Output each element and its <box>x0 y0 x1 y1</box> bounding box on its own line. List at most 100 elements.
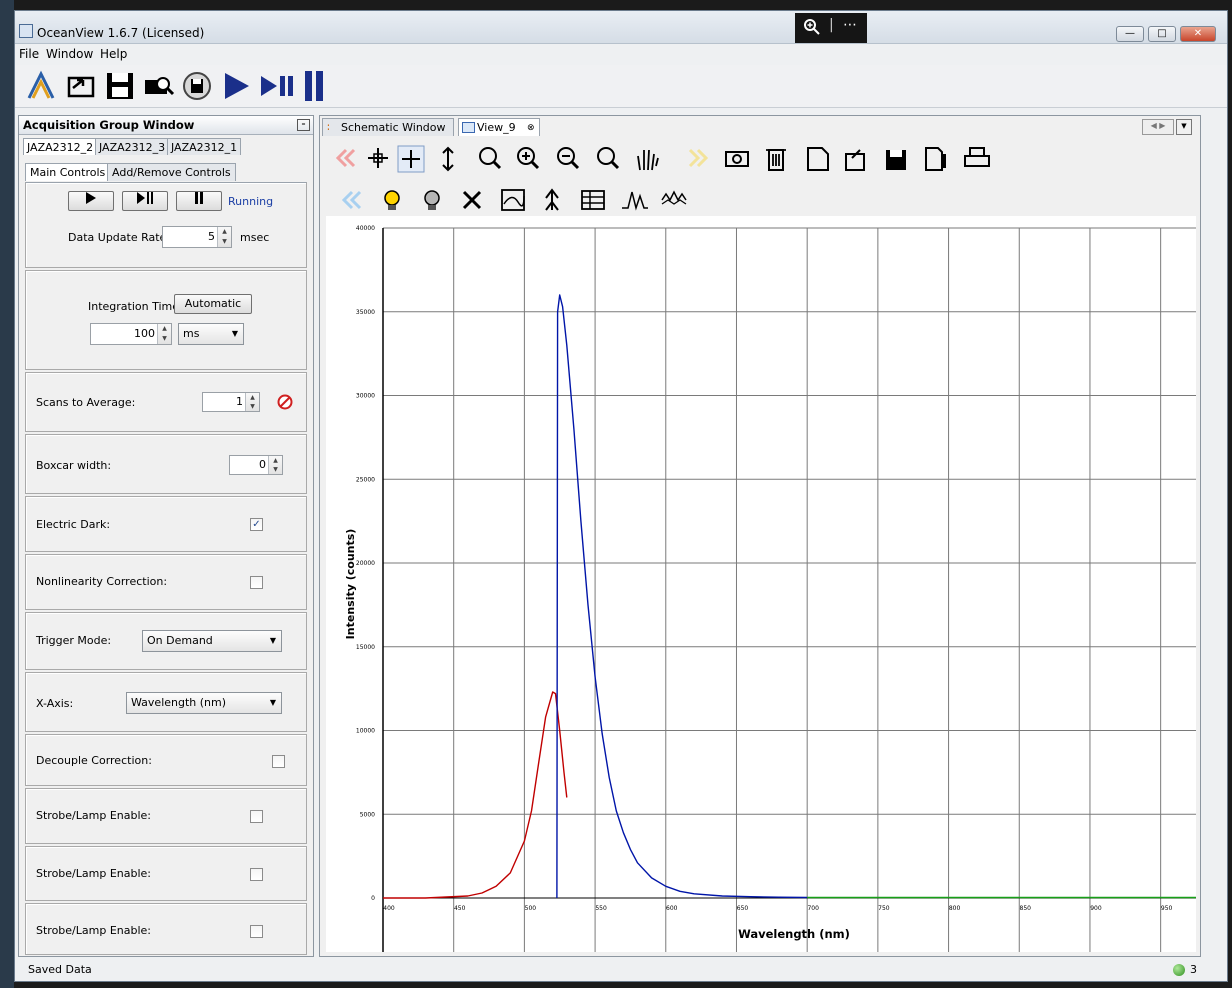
decouple-section: Decouple Correction: <box>25 734 307 786</box>
wizard-icon[interactable] <box>25 70 57 102</box>
spinner-arrows-icon[interactable]: ▲ ▼ <box>217 227 231 247</box>
pan-all-icon[interactable] <box>368 148 388 168</box>
spinner-arrows-icon[interactable]: ▲ ▼ <box>268 456 282 474</box>
trigger-mode-select[interactable]: On Demand ▼ <box>142 630 282 652</box>
tab-scroll-arrows-icon[interactable]: ◀ ▶ <box>1142 119 1174 135</box>
peak-marker-icon[interactable] <box>545 188 559 211</box>
save-overlay-icon[interactable] <box>886 150 906 170</box>
panel-minimize-icon[interactable]: – <box>297 119 310 131</box>
x-tick-label-10: 900 <box>1090 905 1102 912</box>
disk-icon[interactable] <box>181 70 213 102</box>
x-tick-label-7: 750 <box>878 905 890 912</box>
noise-icon[interactable] <box>661 190 687 205</box>
vertical-resize-icon[interactable] <box>442 146 454 172</box>
y-tick-label-3: 15000 <box>356 644 375 651</box>
play-icon[interactable] <box>221 70 253 102</box>
tools-icon[interactable] <box>462 190 482 210</box>
zoom-out-graph-icon[interactable] <box>557 147 580 170</box>
data-update-rate-unit: msec <box>240 231 270 244</box>
play-small-icon <box>86 192 96 204</box>
x-axis-select[interactable]: Wavelength (nm) ▼ <box>126 692 282 714</box>
back-all-icon[interactable] <box>335 148 356 168</box>
print-icon[interactable] <box>964 147 990 167</box>
spinner-arrows-icon[interactable]: ▲ ▼ <box>245 393 259 411</box>
menu-file[interactable]: File <box>19 47 40 61</box>
integration-time-label: Integration Time: <box>88 300 183 313</box>
menu-window[interactable]: Window <box>46 47 94 61</box>
save-graph-icon[interactable] <box>845 149 865 171</box>
lightbulb-on-icon[interactable] <box>384 190 400 210</box>
lightbulb-off-icon[interactable] <box>424 190 440 210</box>
zoom-in-icon[interactable] <box>803 18 821 40</box>
connection-status-icon <box>1173 964 1185 976</box>
y-axis-title: Intensity (counts) <box>344 529 357 640</box>
integration-time-section: Integration Time: Automatic 100 ▲ ▼ ms ▼ <box>25 270 307 370</box>
strobe-checkbox-2[interactable] <box>250 868 263 881</box>
acquisition-panel-header: Acquisition Group Window – <box>19 116 313 135</box>
hand-icon[interactable] <box>637 149 659 171</box>
electric-dark-label: Electric Dark: <box>36 518 111 531</box>
table-icon[interactable] <box>581 190 605 210</box>
title-bar: OceanView 1.6.7 (Licensed) | ⋯ — □ ✕ <box>15 11 1227 44</box>
close-tab-icon[interactable]: ⊗ <box>527 123 535 133</box>
nonlinearity-checkbox[interactable] <box>250 576 263 589</box>
tab-view-9[interactable]: View_9 ⊗ <box>458 118 540 136</box>
tab-main-controls[interactable]: Main Controls <box>25 163 111 181</box>
trash-icon[interactable] <box>766 149 786 171</box>
spectrum-plot[interactable]: 400 450 500 550 600 650 700 750 800 850 900 950 0 50… <box>326 216 1196 952</box>
prohibit-icon[interactable] <box>277 394 293 413</box>
pause-icon[interactable] <box>303 70 335 102</box>
minimize-button[interactable]: — <box>1116 26 1144 42</box>
menu-bar: File Window Help <box>15 44 1227 64</box>
scans-to-average-label: Scans to Average: <box>36 396 136 409</box>
app-logo-icon <box>19 24 33 38</box>
strobe-checkbox-3[interactable] <box>250 925 263 938</box>
x-tick-label-0: 400 <box>383 905 395 912</box>
tab-list-icon[interactable]: ▼ <box>1176 119 1192 135</box>
peaks-icon[interactable] <box>622 191 648 211</box>
strobe-section-3: Strobe/Lamp Enable: <box>25 903 307 955</box>
more-icon[interactable]: ⋯ <box>843 17 857 33</box>
save-icon[interactable] <box>104 70 136 102</box>
acquisition-group-window: Acquisition Group Window – JAZA2312_2 JA… <box>18 115 314 957</box>
move-icon[interactable] <box>397 145 425 173</box>
back-icon[interactable] <box>341 190 362 210</box>
integration-time-spinner[interactable]: 100 ▲ ▼ <box>90 323 172 345</box>
export-icon[interactable] <box>807 147 829 171</box>
tab-add-remove-controls[interactable]: Add/Remove Controls <box>107 163 236 181</box>
spectrometer-search-icon[interactable] <box>143 70 175 102</box>
boxcar-width-spinner[interactable]: 0 ▲ ▼ <box>229 455 283 475</box>
x-tick-label-8: 800 <box>949 905 961 912</box>
device-tab-1[interactable]: JAZA2312_2 <box>23 138 98 155</box>
play-pause-icon[interactable] <box>259 70 293 102</box>
close-button[interactable]: ✕ <box>1180 26 1216 42</box>
tab-schematic-window[interactable]: ∶ Schematic Window <box>322 118 454 136</box>
decouple-checkbox[interactable] <box>272 755 285 768</box>
start-acquisition-button[interactable] <box>68 191 114 211</box>
document-settings-icon[interactable] <box>925 147 946 171</box>
y-tick-label-1: 5000 <box>360 811 375 818</box>
maximize-button[interactable]: □ <box>1148 26 1176 42</box>
zoom-graph-icon[interactable] <box>597 147 620 170</box>
open-icon[interactable] <box>65 70 97 102</box>
spinner-arrows-icon[interactable]: ▲ ▼ <box>157 324 171 344</box>
menu-help[interactable]: Help <box>100 47 128 61</box>
integration-unit-select[interactable]: ms ▼ <box>178 323 244 345</box>
pause-acquisition-button[interactable] <box>176 191 222 211</box>
data-update-rate-spinner[interactable]: 5 ▲ ▼ <box>162 226 232 248</box>
forward-all-icon[interactable] <box>688 148 709 168</box>
single-acquisition-button[interactable] <box>122 191 168 211</box>
zoom-in-graph-icon[interactable] <box>517 147 540 170</box>
zoom-2x-icon[interactable] <box>479 147 502 170</box>
camera-icon[interactable] <box>725 151 749 167</box>
waveform-icon[interactable] <box>501 189 525 211</box>
automatic-button[interactable]: Automatic <box>174 294 252 314</box>
strobe-checkbox-1[interactable] <box>250 810 263 823</box>
view-panel: ∶ Schematic Window View_9 ⊗ ◀ ▶ ▼ <box>319 115 1201 957</box>
device-tab-3[interactable]: JAZA2312_1 <box>167 138 242 155</box>
electric-dark-checkbox[interactable]: ✓ <box>250 518 263 531</box>
boxcar-width-value: 0 <box>259 458 266 471</box>
device-tab-2[interactable]: JAZA2312_3 <box>95 138 170 155</box>
scans-to-average-spinner[interactable]: 1 ▲ ▼ <box>202 392 260 412</box>
series-line-blue <box>556 294 808 899</box>
